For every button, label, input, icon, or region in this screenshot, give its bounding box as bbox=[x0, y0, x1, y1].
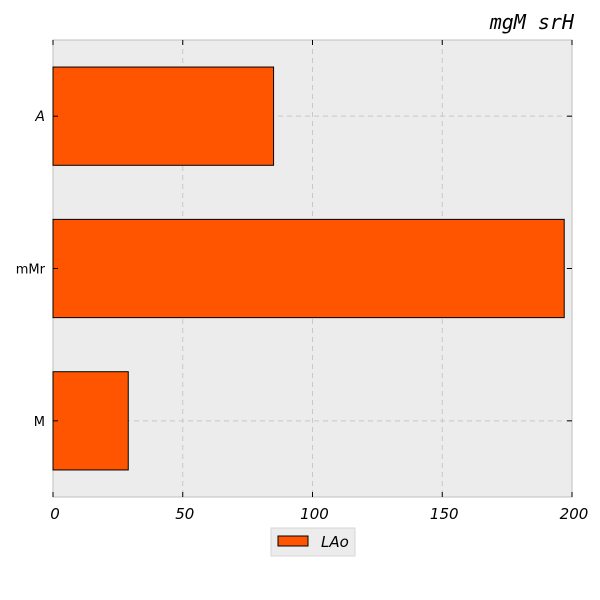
x-tick-labels: 0 50 100 150 200 bbox=[50, 505, 588, 523]
x-tick-label: 0 bbox=[50, 505, 60, 523]
y-tick-label: M bbox=[34, 415, 45, 430]
x-tick-label: 200 bbox=[560, 505, 589, 523]
bar bbox=[52, 66, 275, 166]
legend-label: LAo bbox=[321, 533, 349, 551]
x-tick-label: 150 bbox=[430, 505, 459, 523]
bar bbox=[52, 371, 129, 471]
legend-swatch bbox=[277, 535, 309, 547]
chart-title: mgM srH bbox=[489, 10, 575, 34]
bars bbox=[52, 66, 565, 471]
x-tick-label: 100 bbox=[300, 505, 329, 523]
axis-ticks bbox=[52, 40, 573, 497]
bar bbox=[52, 218, 565, 319]
x-tick-label: 50 bbox=[175, 505, 194, 523]
y-tick-label: mMr bbox=[16, 263, 46, 278]
y-tick-label: A bbox=[34, 109, 45, 125]
legend: LAo bbox=[270, 527, 356, 557]
